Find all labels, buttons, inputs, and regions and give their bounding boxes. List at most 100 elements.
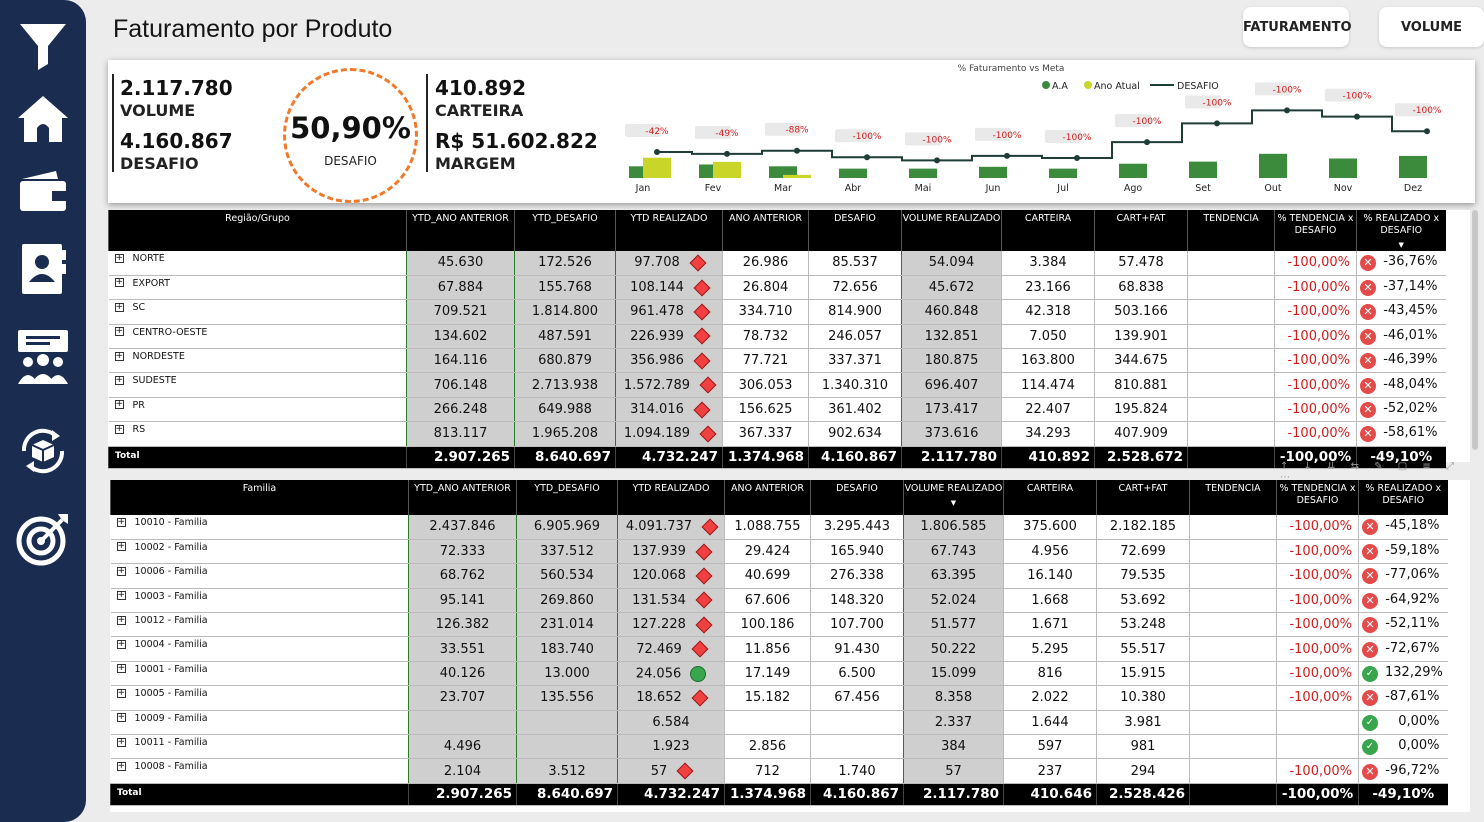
expand-icon[interactable]: + <box>116 638 126 649</box>
expand-icon[interactable]: + <box>114 277 124 288</box>
col-header[interactable]: YTD_DESAFIO <box>516 480 618 515</box>
col-header[interactable]: % TENDENCIA x DESAFIO <box>1276 480 1359 515</box>
row-label[interactable]: + PR <box>108 397 407 423</box>
col-header[interactable]: % REALIZADO x DESAFIO <box>1358 480 1448 515</box>
desafio-point <box>1144 139 1150 146</box>
table-row: +10006 - Familia 68.762 560.534 120.068 40.6… <box>110 563 1448 589</box>
row-label[interactable]: +10006 - Familia <box>110 563 409 589</box>
desafio-point <box>1424 128 1430 135</box>
cell-ano-anterior: 1.088.755 <box>724 515 811 540</box>
row-label[interactable]: + SUDESTE <box>108 372 407 398</box>
row-label[interactable]: +10001 - Familia <box>110 661 409 687</box>
expand-icon[interactable]: + <box>114 374 124 385</box>
cell-realizado-desafio: ✕ -43,45% <box>1356 299 1446 325</box>
cell-ytd-ano-anterior: 67.884 <box>406 275 515 301</box>
expand-icon[interactable]: + <box>116 516 126 527</box>
cell-realizado-desafio: ✓ 0,00% <box>1358 734 1448 760</box>
cell-ytd-realizado: 4.091.737 <box>617 515 725 540</box>
col-header[interactable]: ANO ANTERIOR <box>724 480 811 515</box>
team-presentation-icon[interactable] <box>16 330 70 384</box>
col-header[interactable]: DESAFIO <box>810 480 904 515</box>
expand-icon[interactable]: + <box>116 687 126 698</box>
sort-arrow-icon[interactable]: ▼ <box>1398 241 1404 249</box>
row-label[interactable]: +10002 - Familia <box>110 539 409 565</box>
col-header[interactable]: TENDENCIA <box>1189 480 1277 515</box>
cell-carteira: 34.293 <box>1001 421 1095 447</box>
filter-icon[interactable] <box>16 18 70 72</box>
col-header[interactable]: YTD_ANO ANTERIOR <box>406 210 515 251</box>
cell-tendencia <box>1187 299 1275 325</box>
expand-icon[interactable]: + <box>116 565 126 576</box>
warning-diamond-icon <box>695 616 713 634</box>
cell-tendencia-desafio: -100,00% <box>1274 421 1357 447</box>
col-header[interactable]: CARTEIRA <box>1003 480 1097 515</box>
row-label[interactable]: + NORDESTE <box>108 348 407 374</box>
expand-icon[interactable]: + <box>116 736 126 747</box>
success-check-icon: ✓ <box>1362 714 1378 731</box>
expand-icon[interactable]: + <box>116 590 126 601</box>
cell-desafio: 814.900 <box>808 299 902 325</box>
cell-cart-fat: 72.699 <box>1096 539 1190 565</box>
cell-volume-realizado: 63.395 <box>903 563 1004 589</box>
expand-icon[interactable]: + <box>114 252 124 263</box>
row-label[interactable]: +10003 - Familia <box>110 588 409 614</box>
col-header[interactable]: % TENDENCIA x DESAFIO <box>1274 210 1357 251</box>
cell-realizado-desafio: ✕ -77,06% <box>1358 563 1448 589</box>
row-label[interactable]: +10011 - Familia <box>110 734 409 760</box>
col-header[interactable]: DESAFIO <box>808 210 902 251</box>
row-label[interactable]: + CENTRO-OESTE <box>108 324 407 350</box>
col-header[interactable]: ANO ANTERIOR <box>722 210 809 251</box>
product-cycle-icon[interactable] <box>16 424 70 478</box>
row-label[interactable]: +10009 - Familia <box>110 710 409 736</box>
expand-icon[interactable]: + <box>114 301 124 312</box>
col-header[interactable]: CARTEIRA <box>1001 210 1095 251</box>
expand-icon[interactable]: + <box>116 541 126 552</box>
col-header[interactable]: CART+FAT <box>1094 210 1188 251</box>
cell-ytd-realizado: 131.534 <box>617 588 725 614</box>
expand-icon[interactable]: + <box>116 614 126 625</box>
visual-header-icons[interactable]: ↑ ↓ ⇊ ⇆ ✎ ▢ ≡ ⤢ ⋯ <box>1280 461 1460 483</box>
col-header[interactable]: Região/Grupo <box>108 210 407 251</box>
x-tick-label: Dez <box>1404 183 1422 194</box>
cell-carteira: 42.318 <box>1001 299 1095 325</box>
col-header[interactable]: YTD_DESAFIO <box>514 210 616 251</box>
data-label-bg <box>1115 114 1151 128</box>
row-label[interactable]: +10012 - Familia <box>110 612 409 638</box>
col-header[interactable]: VOLUME REALIZADO ▼ <box>903 480 1004 515</box>
col-header[interactable]: YTD_ANO ANTERIOR <box>408 480 517 515</box>
col-header[interactable]: YTD REALIZADO <box>617 480 725 515</box>
cell-tendencia <box>1189 734 1277 760</box>
cell-ytd-realizado: 6.584 <box>617 710 725 736</box>
expand-icon[interactable]: + <box>114 423 124 434</box>
contacts-icon[interactable] <box>16 242 70 296</box>
wallet-icon[interactable] <box>16 165 70 219</box>
row-label[interactable]: + RS <box>108 421 407 447</box>
target-icon[interactable] <box>16 512 70 566</box>
home-icon[interactable] <box>16 92 70 146</box>
expand-icon[interactable]: + <box>114 399 124 410</box>
desafio-point <box>1214 120 1220 127</box>
row-label[interactable]: + SC <box>108 299 407 325</box>
row-label[interactable]: +10004 - Familia <box>110 636 409 662</box>
expand-icon[interactable]: + <box>114 326 124 337</box>
faturamento-button[interactable]: FATURAMENTO <box>1243 7 1352 47</box>
row-label[interactable]: + EXPORT <box>108 275 407 301</box>
col-header[interactable]: TENDENCIA <box>1187 210 1275 251</box>
table-scrollbar[interactable] <box>1472 210 1478 450</box>
col-header[interactable]: VOLUME REALIZADO <box>901 210 1002 251</box>
row-label[interactable]: +10005 - Familia <box>110 685 409 711</box>
sort-arrow-icon[interactable]: ▼ <box>950 499 957 507</box>
expand-icon[interactable]: + <box>114 350 124 361</box>
expand-icon[interactable]: + <box>116 712 126 723</box>
col-header[interactable]: % REALIZADO x DESAFIO ▼ <box>1356 210 1446 251</box>
col-header[interactable]: Familia <box>110 480 409 515</box>
row-label[interactable]: +10008 - Familia <box>110 758 409 784</box>
volume-button[interactable]: VOLUME <box>1379 7 1484 47</box>
row-label[interactable]: + NORTE <box>108 251 407 276</box>
row-label[interactable]: +10010 - Familia <box>110 515 409 540</box>
col-header[interactable]: YTD REALIZADO <box>615 210 723 251</box>
total-cell-ytd-aa: 2.907.265 <box>408 783 517 806</box>
expand-icon[interactable]: + <box>116 663 126 674</box>
expand-icon[interactable]: + <box>116 760 126 771</box>
col-header[interactable]: CART+FAT <box>1096 480 1190 515</box>
